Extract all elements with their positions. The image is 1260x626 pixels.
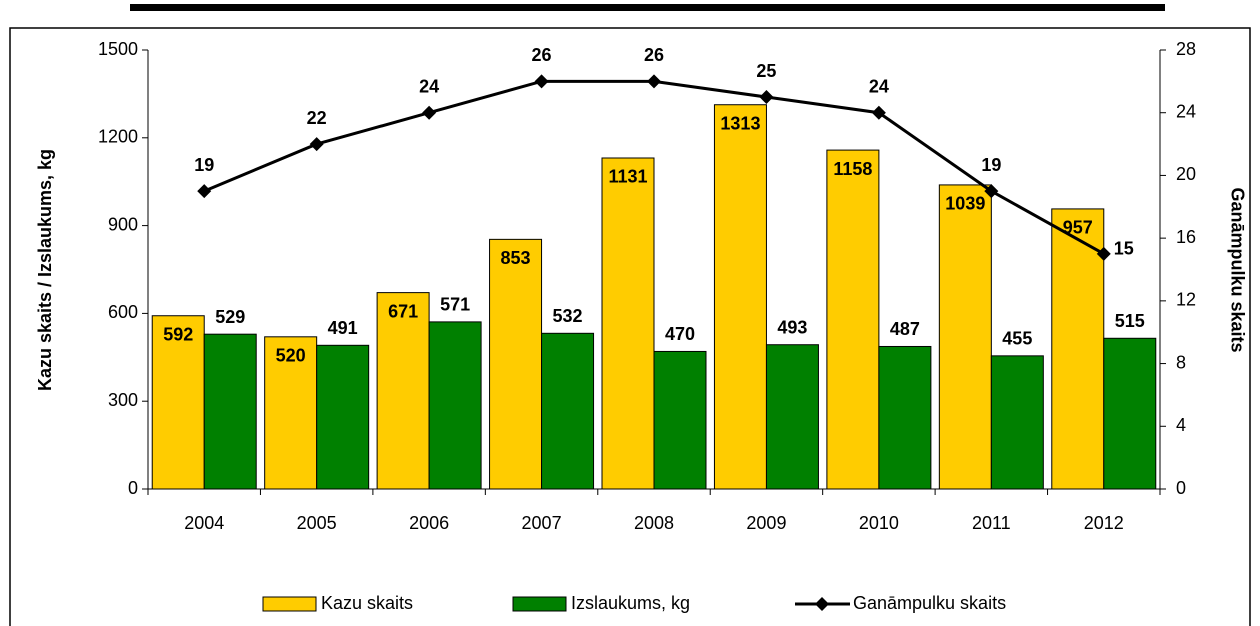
y-tick-label: 0	[128, 478, 138, 498]
bar	[151, 315, 205, 490]
line-marker	[984, 184, 999, 199]
x-tick-label: 2006	[409, 513, 449, 533]
data-label: 455	[1002, 329, 1032, 349]
bar	[938, 184, 992, 490]
data-label: 592	[163, 324, 193, 344]
data-label: 24	[869, 76, 889, 96]
y-tick-label: 600	[108, 302, 138, 322]
bar	[264, 336, 318, 490]
data-label: 529	[215, 307, 245, 327]
bar	[203, 333, 257, 490]
bar	[428, 321, 482, 490]
bar	[489, 238, 543, 490]
y2-tick-label: 0	[1176, 478, 1186, 498]
x-tick-label: 2009	[746, 513, 786, 533]
line-marker	[647, 74, 661, 89]
data-label: 487	[890, 319, 920, 339]
data-label: 1313	[720, 113, 760, 133]
legend-swatch	[512, 596, 567, 612]
line-marker	[309, 137, 324, 152]
x-tick-label: 2005	[297, 513, 337, 533]
line-marker	[759, 90, 774, 105]
header-bar	[130, 4, 1165, 11]
legend-label: Kazu skaits	[321, 593, 413, 613]
legend-label: Izslaukums, kg	[571, 593, 690, 613]
data-label: 470	[665, 324, 695, 344]
data-label: 1158	[833, 159, 872, 179]
data-label: 22	[307, 108, 327, 128]
y-tick-label: 300	[108, 390, 138, 410]
y-tick-label: 1500	[98, 39, 138, 59]
bar	[316, 344, 370, 490]
y2-tick-label: 8	[1176, 352, 1186, 372]
data-label: 24	[419, 76, 439, 96]
bar	[765, 344, 819, 490]
line-marker	[422, 105, 437, 120]
data-label: 1131	[608, 167, 647, 187]
x-tick-label: 2004	[184, 513, 224, 533]
data-label: 571	[440, 295, 470, 315]
y2-tick-label: 20	[1176, 164, 1196, 184]
data-label: 19	[194, 155, 214, 175]
data-label: 853	[501, 248, 531, 268]
data-label: 26	[532, 45, 552, 65]
legend-marker	[815, 597, 829, 611]
x-tick-label: 2008	[634, 513, 674, 533]
y2-tick-label: 28	[1176, 39, 1196, 59]
line-marker	[871, 105, 886, 120]
bar	[653, 350, 707, 490]
y-tick-label: 900	[108, 214, 138, 234]
line-marker	[534, 74, 549, 89]
data-label: 1039	[945, 194, 985, 214]
bar	[713, 104, 767, 490]
y-axis-title: Kazu skaits / Izslaukums, kg	[35, 149, 55, 391]
line-marker	[197, 184, 212, 199]
y2-tick-label: 12	[1176, 290, 1196, 310]
data-label: 26	[644, 45, 664, 65]
legend-swatch	[262, 596, 317, 612]
bar	[826, 149, 880, 490]
y2-axis-title: Ganāmpulku skaits	[1227, 187, 1247, 352]
bar	[541, 332, 595, 490]
x-tick-label: 2012	[1084, 513, 1124, 533]
data-label: 25	[756, 61, 776, 81]
data-label: 19	[981, 155, 1001, 175]
y2-tick-label: 16	[1176, 227, 1196, 247]
x-tick-label: 2011	[972, 513, 1011, 533]
bar	[878, 345, 932, 490]
bar	[601, 157, 655, 490]
bar	[990, 355, 1044, 490]
data-label: 671	[388, 301, 418, 321]
legend-label: Ganāmpulku skaits	[853, 593, 1006, 613]
bar	[376, 292, 430, 490]
data-label: 515	[1115, 311, 1145, 331]
data-label: 957	[1063, 218, 1093, 238]
data-label: 493	[777, 317, 807, 337]
x-tick-label: 2010	[859, 513, 899, 533]
y-tick-label: 1200	[98, 127, 138, 147]
data-label: 520	[276, 346, 306, 366]
bar	[1051, 208, 1105, 490]
data-label: 491	[328, 318, 358, 338]
line-marker	[1096, 246, 1111, 261]
data-label: 532	[553, 306, 583, 326]
data-label: 15	[1114, 239, 1134, 259]
bar	[1103, 337, 1157, 490]
chart-frame	[9, 27, 1251, 626]
y2-tick-label: 24	[1176, 101, 1196, 121]
y2-tick-label: 4	[1176, 415, 1186, 435]
x-tick-label: 2007	[522, 513, 562, 533]
